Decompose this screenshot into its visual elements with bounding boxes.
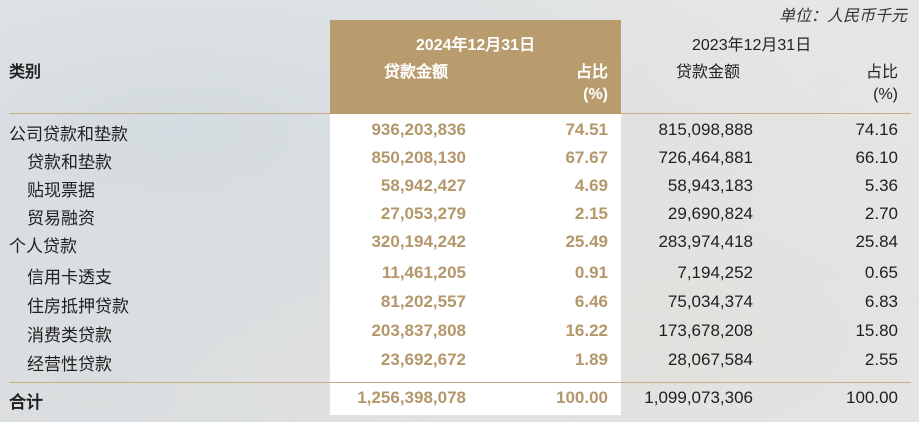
row-ratio-2023: 6.83 [864, 292, 898, 311]
row-ratio-2024: 25.49 [565, 232, 608, 251]
row-amount-2023: 58,943,183 [667, 176, 753, 195]
row-amount-2024: 81,202,557 [380, 292, 466, 311]
header-category: 类别 [9, 64, 42, 81]
row-category: 贷款和垫款 [27, 153, 112, 172]
row-ratio-2024: 1.89 [574, 350, 608, 369]
total-rule [9, 382, 911, 383]
row-category: 公司贷款和垫款 [9, 125, 128, 144]
row-ratio-2023: 66.10 [855, 148, 898, 167]
row-amount-2023: 28,067,584 [667, 350, 753, 369]
header-2024-ratio: 占比 [575, 64, 608, 81]
row-ratio-2023: 74.16 [855, 120, 898, 139]
row-category: 贸易融资 [27, 209, 95, 228]
row-category: 个人贷款 [9, 237, 77, 256]
row-ratio-2024: 16.22 [565, 321, 608, 340]
row-category: 住房抵押贷款 [27, 297, 129, 316]
row-category: 经营性贷款 [27, 355, 112, 374]
row-ratio-2023: 2.70 [864, 204, 898, 223]
row-ratio-2023: 15.80 [855, 321, 898, 340]
highlight-2024-header-band [330, 20, 621, 113]
header-2023-amount: 贷款金额 [676, 64, 741, 81]
row-amount-2024: 11,461,205 [381, 263, 466, 282]
header-rule-left [9, 113, 330, 114]
row-ratio-2024: 4.69 [574, 176, 608, 195]
table-row: 贸易融资 27,053,279 2.15 29,690,824 2.70 [0, 204, 919, 230]
row-amount-2023: 29,690,824 [667, 204, 753, 223]
row-amount-2023: 7,194,252 [677, 263, 753, 282]
header-2024-date: 2024年12月31日 [415, 37, 536, 54]
row-ratio-2023: 5.36 [864, 176, 898, 195]
table-row: 贷款和垫款 850,208,130 67.67 726,464,881 66.1… [0, 148, 919, 174]
unit-label: 单位：人民币千元 [778, 8, 907, 25]
total-ratio-2023: 100.00 [846, 388, 898, 407]
row-ratio-2024: 6.46 [574, 292, 608, 311]
row-amount-2024: 23,692,672 [380, 350, 466, 369]
row-ratio-2024: 67.67 [565, 148, 608, 167]
row-category: 信用卡透支 [27, 268, 112, 287]
row-amount-2024: 320,194,242 [371, 232, 466, 251]
header-2024-ratio-unit: (%) [583, 86, 608, 103]
row-amount-2024: 27,053,279 [380, 204, 466, 223]
header-rule-right [621, 113, 911, 114]
row-ratio-2024: 74.51 [565, 120, 608, 139]
row-amount-2023: 283,974,418 [658, 232, 753, 251]
row-ratio-2023: 25.84 [855, 232, 898, 251]
table-row: 信用卡透支 11,461,205 0.91 7,194,252 0.65 [0, 263, 919, 289]
table-row: 消费类贷款 203,837,808 16.22 173,678,208 15.8… [0, 321, 919, 347]
row-ratio-2023: 2.55 [864, 350, 898, 369]
row-amount-2024: 203,837,808 [371, 321, 466, 340]
total-ratio-2024: 100.00 [556, 388, 608, 407]
table-row: 住房抵押贷款 81,202,557 6.46 75,034,374 6.83 [0, 292, 919, 318]
header-2023-ratio: 占比 [865, 64, 898, 81]
row-ratio-2024: 2.15 [574, 204, 608, 223]
header-2023-ratio-unit: (%) [873, 86, 898, 103]
table-row: 经营性贷款 23,692,672 1.89 28,067,584 2.55 [0, 350, 919, 376]
row-category: 贴现票据 [27, 181, 95, 200]
row-category: 消费类贷款 [27, 326, 112, 345]
total-amount-2024: 1,256,398,078 [357, 388, 466, 407]
row-amount-2024: 850,208,130 [371, 148, 466, 167]
header-2024-amount: 贷款金额 [384, 64, 449, 81]
row-amount-2023: 815,098,888 [658, 120, 753, 139]
table-row: 公司贷款和垫款 936,203,836 74.51 815,098,888 74… [0, 120, 919, 146]
row-amount-2024: 936,203,836 [371, 120, 466, 139]
header-2023-date: 2023年12月31日 [692, 37, 812, 54]
header-rule-highlight [330, 111, 621, 114]
table-row: 个人贷款 320,194,242 25.49 283,974,418 25.84 [0, 232, 919, 258]
total-row: 合计 1,256,398,078 100.00 1,099,073,306 10… [0, 388, 919, 414]
highlight-2024-body-band [330, 113, 621, 415]
total-amount-2023: 1,099,073,306 [644, 388, 753, 407]
table-row: 贴现票据 58,942,427 4.69 58,943,183 5.36 [0, 176, 919, 202]
row-amount-2023: 75,034,374 [667, 292, 753, 311]
total-category: 合计 [9, 393, 43, 412]
row-amount-2023: 726,464,881 [658, 148, 753, 167]
row-ratio-2023: 0.65 [864, 263, 898, 282]
row-ratio-2024: 0.91 [574, 263, 608, 282]
row-amount-2023: 173,678,208 [658, 321, 753, 340]
row-amount-2024: 58,942,427 [380, 176, 466, 195]
